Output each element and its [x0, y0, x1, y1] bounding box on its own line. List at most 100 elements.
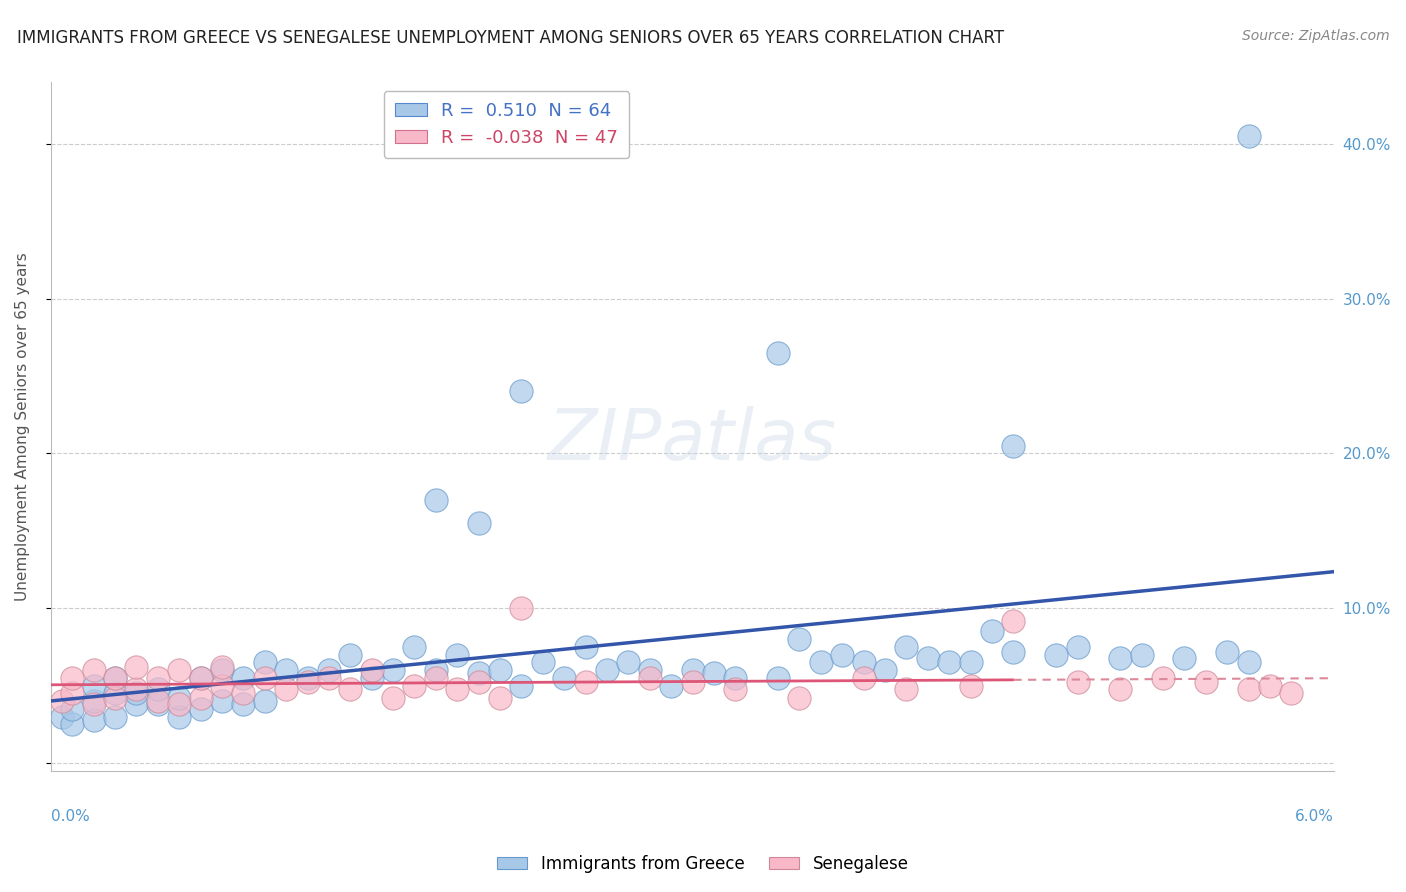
Legend: Immigrants from Greece, Senegalese: Immigrants from Greece, Senegalese — [491, 848, 915, 880]
Point — [104, 671, 127, 685]
Point — [318, 671, 340, 685]
Point — [1109, 650, 1132, 665]
Point — [104, 686, 127, 700]
Point — [446, 681, 468, 696]
Point — [253, 694, 276, 708]
Point — [253, 656, 276, 670]
Point — [60, 686, 83, 700]
Point — [404, 640, 426, 654]
Point — [917, 650, 939, 665]
Point — [146, 694, 169, 708]
Point — [360, 663, 382, 677]
Point — [339, 681, 361, 696]
Point — [274, 681, 297, 696]
Point — [339, 648, 361, 662]
Point — [1216, 644, 1239, 658]
Point — [297, 671, 319, 685]
Text: Source: ZipAtlas.com: Source: ZipAtlas.com — [1241, 29, 1389, 43]
Point — [489, 690, 512, 705]
Text: 0.0%: 0.0% — [51, 808, 90, 823]
Point — [146, 697, 169, 711]
Point — [638, 663, 661, 677]
Point — [425, 492, 447, 507]
Point — [125, 681, 148, 696]
Point — [574, 675, 596, 690]
Point — [1130, 648, 1153, 662]
Point — [789, 632, 811, 647]
Point — [1173, 650, 1195, 665]
Point — [253, 671, 276, 685]
Point — [104, 690, 127, 705]
Point — [896, 681, 918, 696]
Point — [190, 671, 212, 685]
Point — [318, 663, 340, 677]
Point — [938, 656, 960, 670]
Point — [190, 671, 212, 685]
Point — [596, 663, 619, 677]
Point — [83, 713, 105, 727]
Text: 6.0%: 6.0% — [1295, 808, 1334, 823]
Point — [382, 663, 405, 677]
Point — [274, 663, 297, 677]
Point — [467, 666, 489, 681]
Point — [146, 681, 169, 696]
Point — [425, 671, 447, 685]
Point — [959, 679, 981, 693]
Point — [167, 663, 190, 677]
Text: IMMIGRANTS FROM GREECE VS SENEGALESE UNEMPLOYMENT AMONG SENIORS OVER 65 YEARS CO: IMMIGRANTS FROM GREECE VS SENEGALESE UNE… — [17, 29, 1004, 46]
Point — [232, 686, 254, 700]
Point — [211, 679, 233, 693]
Point — [1002, 439, 1025, 453]
Point — [1195, 675, 1218, 690]
Point — [297, 675, 319, 690]
Point — [467, 675, 489, 690]
Point — [831, 648, 853, 662]
Point — [190, 690, 212, 705]
Point — [211, 663, 233, 677]
Point — [766, 671, 789, 685]
Point — [125, 686, 148, 700]
Point — [510, 679, 533, 693]
Point — [232, 671, 254, 685]
Point — [446, 648, 468, 662]
Point — [104, 709, 127, 723]
Point — [167, 690, 190, 705]
Point — [190, 702, 212, 716]
Point — [682, 663, 704, 677]
Point — [83, 694, 105, 708]
Point — [425, 663, 447, 677]
Point — [1066, 640, 1088, 654]
Point — [167, 709, 190, 723]
Point — [60, 717, 83, 731]
Point — [510, 601, 533, 615]
Point — [1279, 686, 1302, 700]
Point — [638, 671, 661, 685]
Point — [51, 694, 73, 708]
Point — [896, 640, 918, 654]
Point — [766, 345, 789, 359]
Point — [981, 624, 1004, 639]
Point — [104, 671, 127, 685]
Point — [232, 697, 254, 711]
Point — [125, 660, 148, 674]
Point — [125, 697, 148, 711]
Point — [1109, 681, 1132, 696]
Point — [959, 656, 981, 670]
Point — [810, 656, 832, 670]
Point — [617, 656, 640, 670]
Point — [51, 709, 73, 723]
Legend: R =  0.510  N = 64, R =  -0.038  N = 47: R = 0.510 N = 64, R = -0.038 N = 47 — [384, 91, 628, 158]
Point — [167, 697, 190, 711]
Point — [873, 663, 896, 677]
Point — [703, 666, 725, 681]
Point — [1237, 681, 1260, 696]
Y-axis label: Unemployment Among Seniors over 65 years: Unemployment Among Seniors over 65 years — [15, 252, 30, 600]
Point — [1002, 644, 1025, 658]
Point — [682, 675, 704, 690]
Point — [489, 663, 512, 677]
Point — [211, 660, 233, 674]
Point — [1002, 614, 1025, 628]
Point — [852, 671, 875, 685]
Point — [404, 679, 426, 693]
Point — [724, 681, 747, 696]
